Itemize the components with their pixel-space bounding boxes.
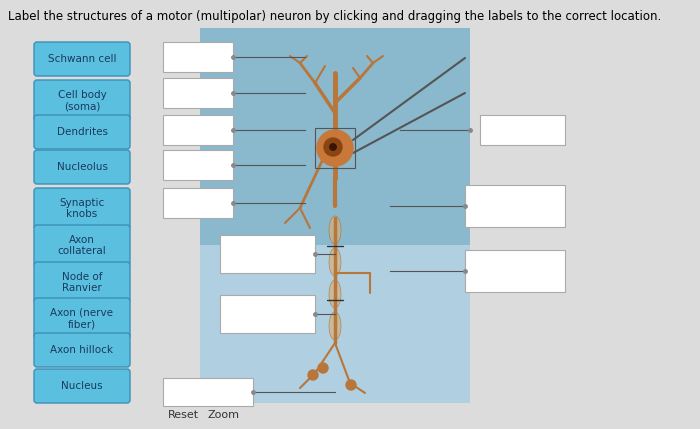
FancyBboxPatch shape bbox=[34, 262, 130, 303]
Bar bbox=[200, 245, 470, 403]
Bar bbox=[465, 185, 565, 227]
FancyBboxPatch shape bbox=[34, 369, 130, 403]
Text: Cell body
(soma): Cell body (soma) bbox=[57, 90, 106, 111]
Circle shape bbox=[346, 380, 356, 390]
Ellipse shape bbox=[329, 248, 341, 276]
Bar bbox=[480, 115, 565, 145]
Bar bbox=[315, 128, 355, 168]
Bar bbox=[163, 378, 253, 406]
FancyBboxPatch shape bbox=[34, 42, 130, 76]
Text: Zoom: Zoom bbox=[207, 410, 239, 420]
Text: Schwann cell: Schwann cell bbox=[48, 54, 116, 64]
Text: Axon (nerve
fiber): Axon (nerve fiber) bbox=[50, 308, 113, 329]
Text: Axon
collateral: Axon collateral bbox=[57, 235, 106, 256]
Text: Nucleolus: Nucleolus bbox=[57, 162, 108, 172]
Circle shape bbox=[318, 363, 328, 373]
Bar bbox=[163, 115, 233, 145]
Text: Axon hillock: Axon hillock bbox=[50, 345, 113, 355]
FancyBboxPatch shape bbox=[34, 298, 130, 339]
Text: Dendrites: Dendrites bbox=[57, 127, 108, 137]
Bar bbox=[163, 150, 233, 180]
Text: Reset: Reset bbox=[168, 410, 199, 420]
FancyBboxPatch shape bbox=[34, 225, 130, 266]
FancyBboxPatch shape bbox=[34, 333, 130, 367]
Text: Label the structures of a motor (multipolar) neuron by clicking and dragging the: Label the structures of a motor (multipo… bbox=[8, 10, 662, 23]
Bar bbox=[220, 235, 315, 273]
Ellipse shape bbox=[329, 216, 341, 244]
Circle shape bbox=[330, 144, 336, 150]
Text: Nucleus: Nucleus bbox=[61, 381, 103, 391]
Ellipse shape bbox=[329, 312, 341, 340]
Circle shape bbox=[317, 130, 353, 166]
Bar bbox=[163, 42, 233, 72]
FancyBboxPatch shape bbox=[34, 115, 130, 149]
FancyBboxPatch shape bbox=[34, 150, 130, 184]
Text: Node of
Ranvier: Node of Ranvier bbox=[62, 272, 102, 293]
Ellipse shape bbox=[329, 280, 341, 308]
FancyBboxPatch shape bbox=[34, 80, 130, 121]
FancyBboxPatch shape bbox=[34, 188, 130, 229]
Text: Synaptic
knobs: Synaptic knobs bbox=[60, 198, 104, 219]
Bar bbox=[163, 78, 233, 108]
Circle shape bbox=[308, 370, 318, 380]
Circle shape bbox=[324, 138, 342, 156]
Bar bbox=[200, 28, 470, 245]
Bar bbox=[220, 295, 315, 333]
Bar bbox=[163, 188, 233, 218]
Bar bbox=[465, 250, 565, 292]
